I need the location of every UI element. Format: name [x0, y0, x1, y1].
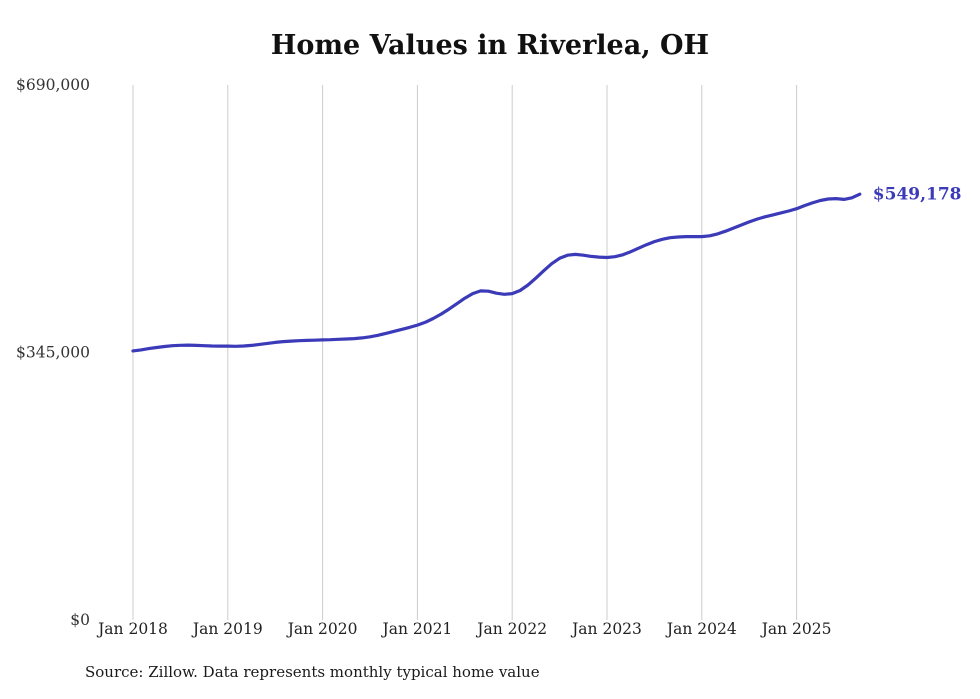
x-axis-tick-label: Jan 2020 — [286, 620, 358, 638]
x-axis-tick-label: Jan 2025 — [760, 620, 832, 638]
x-axis-tick-label: Jan 2021 — [380, 620, 452, 638]
chart-title: Home Values in Riverlea, OH — [270, 30, 710, 61]
y-axis-tick-label: $0 — [70, 611, 90, 629]
x-axis-tick-label: Jan 2019 — [191, 620, 263, 638]
x-axis-tick-label: Jan 2022 — [475, 620, 547, 638]
end-value-label: $549,178 — [873, 185, 962, 205]
source-note: Source: Zillow. Data represents monthly … — [85, 663, 540, 681]
y-axis-tick-label: $345,000 — [16, 344, 90, 362]
home-value-line — [131, 192, 862, 353]
y-axis-tick-label: $690,000 — [16, 76, 90, 94]
x-axis-tick-label: Jan 2018 — [96, 620, 168, 638]
x-axis-tick-label: Jan 2023 — [570, 620, 642, 638]
x-axis-tick-label: Jan 2024 — [665, 620, 737, 638]
